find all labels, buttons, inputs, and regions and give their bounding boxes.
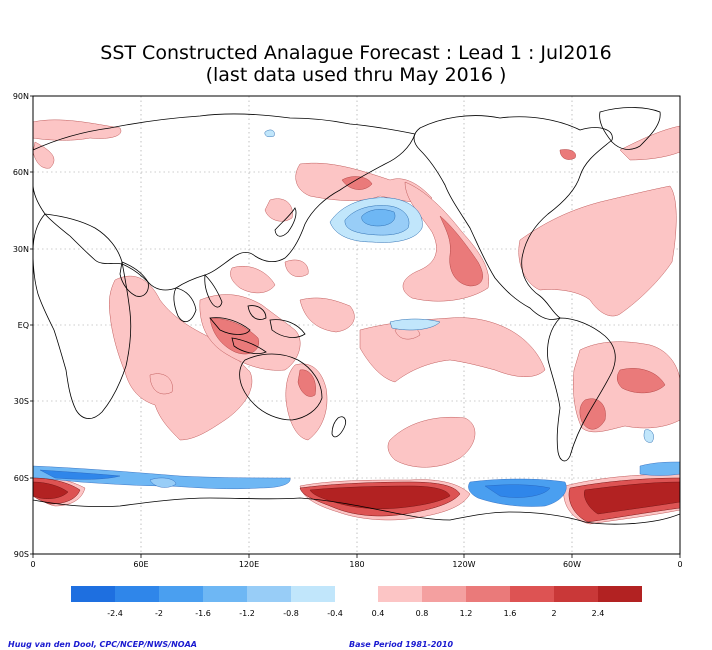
latitude-labels: 90N 60N 30N EQ 30S 60S 90S [13, 92, 29, 559]
colorbar-swatch-pos-2 [554, 586, 598, 602]
lat-label-60n: 60N [13, 168, 29, 177]
longitude-ticks [32, 554, 681, 558]
colorbar-tick: 1.6 [504, 609, 517, 618]
colorbar-tick: 2.4 [592, 609, 605, 618]
colorbar-tick: 1.2 [460, 609, 473, 618]
colorbar-swatch-pos-2.4 [598, 586, 642, 602]
lat-label-60s: 60S [14, 474, 29, 483]
coastlines [33, 107, 680, 554]
colorbar-swatch-pos-1.2 [466, 586, 510, 602]
longitude-labels: 0 60E 120E 180 120W 60W 0 [30, 560, 682, 569]
lon-label-0-east: 0 [677, 560, 682, 569]
cold-anomaly-regions [264, 129, 654, 443]
colorbar-tick: -1.2 [239, 609, 255, 618]
lon-label-180: 180 [349, 560, 364, 569]
credit-base-period: Base Period 1981-2010 [349, 640, 454, 649]
colorbar-swatch-neg-1.6 [159, 586, 203, 602]
colorbar-swatch-pos-0.8 [422, 586, 466, 602]
lon-label-120w: 120W [452, 560, 475, 569]
colorbar-tick: 0.8 [416, 609, 429, 618]
lon-label-60w: 60W [563, 560, 581, 569]
colorbar-swatch-neg-0.8 [247, 586, 291, 602]
colorbar-swatch-neg-1.2 [203, 586, 247, 602]
lat-label-30n: 30N [13, 245, 29, 254]
colorbar-swatch-neg-2 [115, 586, 159, 602]
colorbar-tick: 0.4 [372, 609, 385, 618]
colorbar-tick: -0.8 [283, 609, 299, 618]
colorbar-swatch-pos-1.6 [510, 586, 554, 602]
southern-ocean-cold-band [33, 461, 680, 507]
lat-label-90n: 90N [13, 92, 29, 101]
lat-label-90s: 90S [14, 550, 29, 559]
colorbar-tick: -2.4 [107, 609, 123, 618]
lon-label-60e: 60E [133, 560, 148, 569]
colorbar-swatch-pos-0.4 [378, 586, 422, 602]
credit-author: Huug van den Dool, CPC/NCEP/NWS/NOAA [8, 640, 197, 649]
lon-label-120e: 120E [239, 560, 259, 569]
colorbar: -2.4 -2 -1.6 -1.2 -0.8 -0.4 0.4 0.8 1.2 … [71, 586, 642, 618]
lat-label-30s: 30S [14, 397, 29, 406]
colorbar-swatch-neg-2.4 [71, 586, 115, 602]
warm-anomaly-medium [209, 149, 666, 430]
colorbar-swatch-neg-0.4 [291, 586, 335, 602]
colorbar-tick: -2 [155, 609, 163, 618]
colorbar-tick: -1.6 [195, 609, 211, 618]
southern-ocean-warm-band [33, 477, 680, 523]
lat-label-eq: EQ [18, 321, 29, 330]
colorbar-tick: 2 [551, 609, 556, 618]
colorbar-tick: -0.4 [327, 609, 343, 618]
chart-subtitle: (last data used thru May 2016 ) [205, 64, 507, 86]
chart-title: SST Constructed Analague Forecast : Lead… [100, 42, 612, 64]
latitude-ticks [30, 95, 33, 555]
lon-label-0: 0 [30, 560, 35, 569]
